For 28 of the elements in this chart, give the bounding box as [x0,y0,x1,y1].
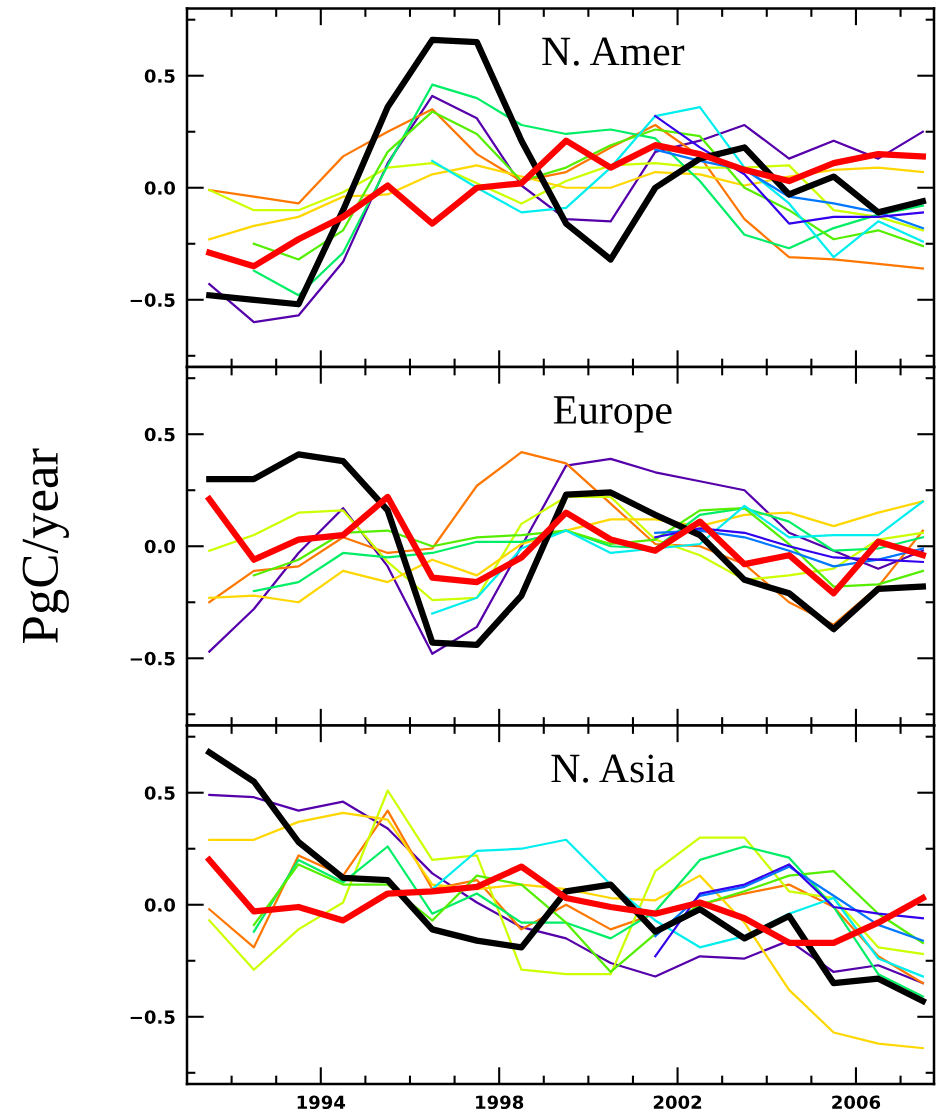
line-series [654,148,924,230]
y-tick-label: 0.0 [144,181,176,195]
y-tick-label: −0.5 [130,293,175,307]
line-series [252,845,924,998]
line-series [431,500,924,615]
y-tick-label: 0.0 [144,539,176,554]
y-tick-label: 0.5 [144,786,175,800]
text: N. Amer [542,37,685,66]
line-series [208,94,924,324]
line-series [654,865,924,942]
y-tick-label: 0.0 [144,898,176,912]
line-series [431,105,924,259]
y-tick-label: 0.5 [144,69,175,83]
x-tick-label: 1998 [476,1095,524,1110]
y-tick-label: −0.5 [130,651,175,666]
line-series [208,811,924,1050]
x-tick-label: 1994 [297,1095,346,1110]
text: N. Asia [551,754,675,783]
x-tick-label: 2006 [832,1095,881,1110]
x-tick-label: 2002 [653,1095,702,1110]
y-tick-label: 0.5 [144,427,175,442]
line-series [654,863,924,958]
y-tick-label: −0.5 [130,1010,175,1024]
text: Europe [553,396,672,433]
line-series [252,83,924,297]
line-series [654,114,924,225]
line-series [252,863,924,974]
y-axis-title: PgC/year [22,448,69,643]
